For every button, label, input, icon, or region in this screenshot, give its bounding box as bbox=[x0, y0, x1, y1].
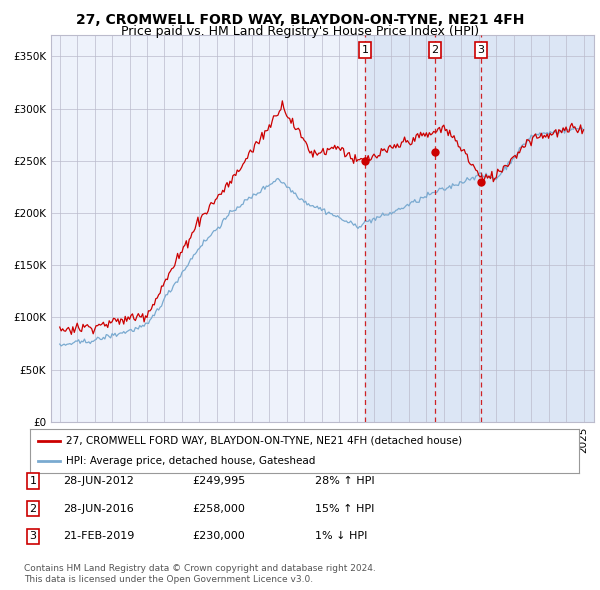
Text: HPI: Average price, detached house, Gateshead: HPI: Average price, detached house, Gate… bbox=[65, 456, 315, 466]
Text: £230,000: £230,000 bbox=[192, 532, 245, 541]
Text: 1% ↓ HPI: 1% ↓ HPI bbox=[315, 532, 367, 541]
Text: Contains HM Land Registry data © Crown copyright and database right 2024.: Contains HM Land Registry data © Crown c… bbox=[24, 565, 376, 573]
Text: 15% ↑ HPI: 15% ↑ HPI bbox=[315, 504, 374, 513]
Text: £249,995: £249,995 bbox=[192, 476, 245, 486]
Text: 1: 1 bbox=[29, 476, 37, 486]
Text: £258,000: £258,000 bbox=[192, 504, 245, 513]
Text: 3: 3 bbox=[29, 532, 37, 541]
Bar bbox=[365, 35, 594, 422]
Text: This data is licensed under the Open Government Licence v3.0.: This data is licensed under the Open Gov… bbox=[24, 575, 313, 584]
Text: 28-JUN-2016: 28-JUN-2016 bbox=[63, 504, 134, 513]
Text: Price paid vs. HM Land Registry's House Price Index (HPI): Price paid vs. HM Land Registry's House … bbox=[121, 25, 479, 38]
Text: 28-JUN-2012: 28-JUN-2012 bbox=[63, 476, 134, 486]
Text: 1: 1 bbox=[362, 45, 368, 55]
Text: 2: 2 bbox=[29, 504, 37, 513]
Text: 27, CROMWELL FORD WAY, BLAYDON-ON-TYNE, NE21 4FH (detached house): 27, CROMWELL FORD WAY, BLAYDON-ON-TYNE, … bbox=[65, 436, 462, 446]
Text: 3: 3 bbox=[478, 45, 485, 55]
Text: 21-FEB-2019: 21-FEB-2019 bbox=[63, 532, 134, 541]
Text: 28% ↑ HPI: 28% ↑ HPI bbox=[315, 476, 374, 486]
Text: 27, CROMWELL FORD WAY, BLAYDON-ON-TYNE, NE21 4FH: 27, CROMWELL FORD WAY, BLAYDON-ON-TYNE, … bbox=[76, 13, 524, 27]
Text: 2: 2 bbox=[431, 45, 439, 55]
